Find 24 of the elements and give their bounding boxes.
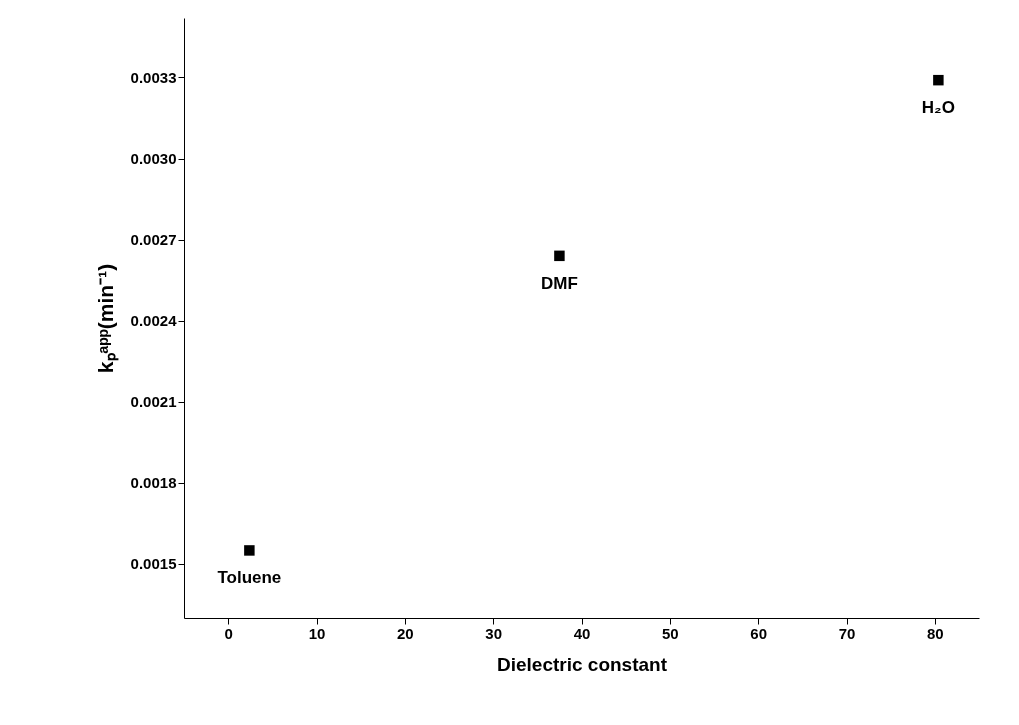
x-tick-label: 20 xyxy=(396,624,414,642)
x-tick-label: 50 xyxy=(661,624,679,642)
y-tick-label: 0.0018 xyxy=(130,474,177,492)
x-tick-label: 40 xyxy=(573,624,591,642)
x-tick-label: 60 xyxy=(750,624,768,642)
point xyxy=(244,545,255,556)
x-tick-label: 10 xyxy=(308,624,326,642)
y-tick-label: 0.0033 xyxy=(130,68,177,86)
x-tick-label: 80 xyxy=(926,624,944,642)
y-tick-label: 0.0015 xyxy=(130,555,177,573)
point xyxy=(554,250,565,262)
y-tick-label: 0.0027 xyxy=(130,231,177,249)
y-tick-label: 0.0021 xyxy=(130,393,177,411)
annotation: DMF xyxy=(541,273,578,293)
annotation: H₂O xyxy=(921,98,955,118)
point xyxy=(933,74,944,86)
x-tick-label: 30 xyxy=(485,624,503,642)
y-axis-title: kₚᵃᵖᵖ(min⁻¹) xyxy=(93,263,119,374)
annotation: Toluene xyxy=(217,568,282,588)
x-tick-label: 70 xyxy=(838,624,856,642)
x-axis-title: Dielectric constant xyxy=(497,653,668,675)
x-tick-label: 0 xyxy=(224,624,233,642)
y-tick-label: 0.0024 xyxy=(130,312,178,330)
y-tick-label: 0.0030 xyxy=(130,150,177,168)
